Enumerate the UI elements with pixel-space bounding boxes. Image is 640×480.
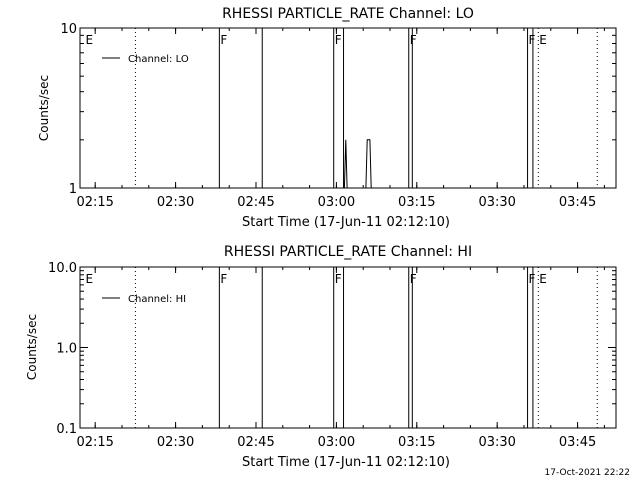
legend-lo: Channel: LO xyxy=(102,54,189,65)
x-tick-label: 02:15 xyxy=(76,435,113,450)
x-axis-label-hi: Start Time (17-Jun-11 02:12:10) xyxy=(242,455,450,470)
event-marker-label: F xyxy=(410,33,417,47)
y-tick-label: 10.0 xyxy=(48,261,77,276)
x-axis-label-lo: Start Time (17-Jun-11 02:12:10) xyxy=(242,215,450,230)
x-tick-label: 02:45 xyxy=(237,195,274,210)
timestamp-stamp: 17-Oct-2021 22:22 xyxy=(544,468,630,478)
series-line xyxy=(343,139,372,189)
x-tick-label: 03:30 xyxy=(478,195,515,210)
x-tick-label: 03:00 xyxy=(318,195,355,210)
x-tick-label: 02:45 xyxy=(237,435,274,450)
x-tick-label: 02:30 xyxy=(157,195,194,210)
legend-hi: Channel: HI xyxy=(102,294,186,305)
chart-title-hi: RHESSI PARTICLE_RATE Channel: HI xyxy=(224,244,472,260)
panel-lo: RHESSI PARTICLE_RATE Channel: LO Counts/… xyxy=(37,6,617,230)
y-axis-label-lo: Counts/sec xyxy=(37,75,51,141)
chart-title-lo: RHESSI PARTICLE_RATE Channel: LO xyxy=(222,6,474,22)
x-tick-label: 03:00 xyxy=(318,435,355,450)
event-marker-label: F xyxy=(335,33,342,47)
chart-marks-hi: 02:15 02:30 02:45 03:00 03:15 03:30 03:45 0.1 1.… xyxy=(48,261,616,450)
y-tick-label: 0.1 xyxy=(56,422,77,437)
y-tick-label: 1 xyxy=(69,182,77,197)
x-tick-label: 03:45 xyxy=(559,435,596,450)
plot-frame-lo xyxy=(79,27,617,189)
panel-hi: RHESSI PARTICLE_RATE Channel: HI Counts/… xyxy=(25,244,617,470)
event-marker-label: F xyxy=(220,272,227,286)
event-marker-label: F xyxy=(529,272,536,286)
x-tick-label: 03:30 xyxy=(478,435,515,450)
y-axis-label-hi: Counts/sec xyxy=(25,314,39,380)
event-marker-label: E xyxy=(85,272,93,286)
event-marker-label: E xyxy=(85,33,93,47)
x-tick-label: 03:15 xyxy=(398,195,435,210)
event-marker-label: E xyxy=(539,272,547,286)
legend-label-lo: Channel: LO xyxy=(128,54,189,65)
event-marker-label: F xyxy=(529,33,536,47)
event-marker-label: E xyxy=(539,33,547,47)
plot-frame-hi xyxy=(79,266,617,429)
x-tick-label: 02:15 xyxy=(76,195,113,210)
x-tick-label: 03:15 xyxy=(398,435,435,450)
legend-label-hi: Channel: HI xyxy=(128,294,186,305)
y-tick-label: 1.0 xyxy=(56,342,77,357)
x-tick-label: 03:45 xyxy=(559,195,596,210)
y-tick-label: 10 xyxy=(60,22,77,37)
event-marker-label: F xyxy=(410,272,417,286)
event-marker-label: F xyxy=(335,272,342,286)
event-marker-label: F xyxy=(220,33,227,47)
x-tick-label: 02:30 xyxy=(157,435,194,450)
